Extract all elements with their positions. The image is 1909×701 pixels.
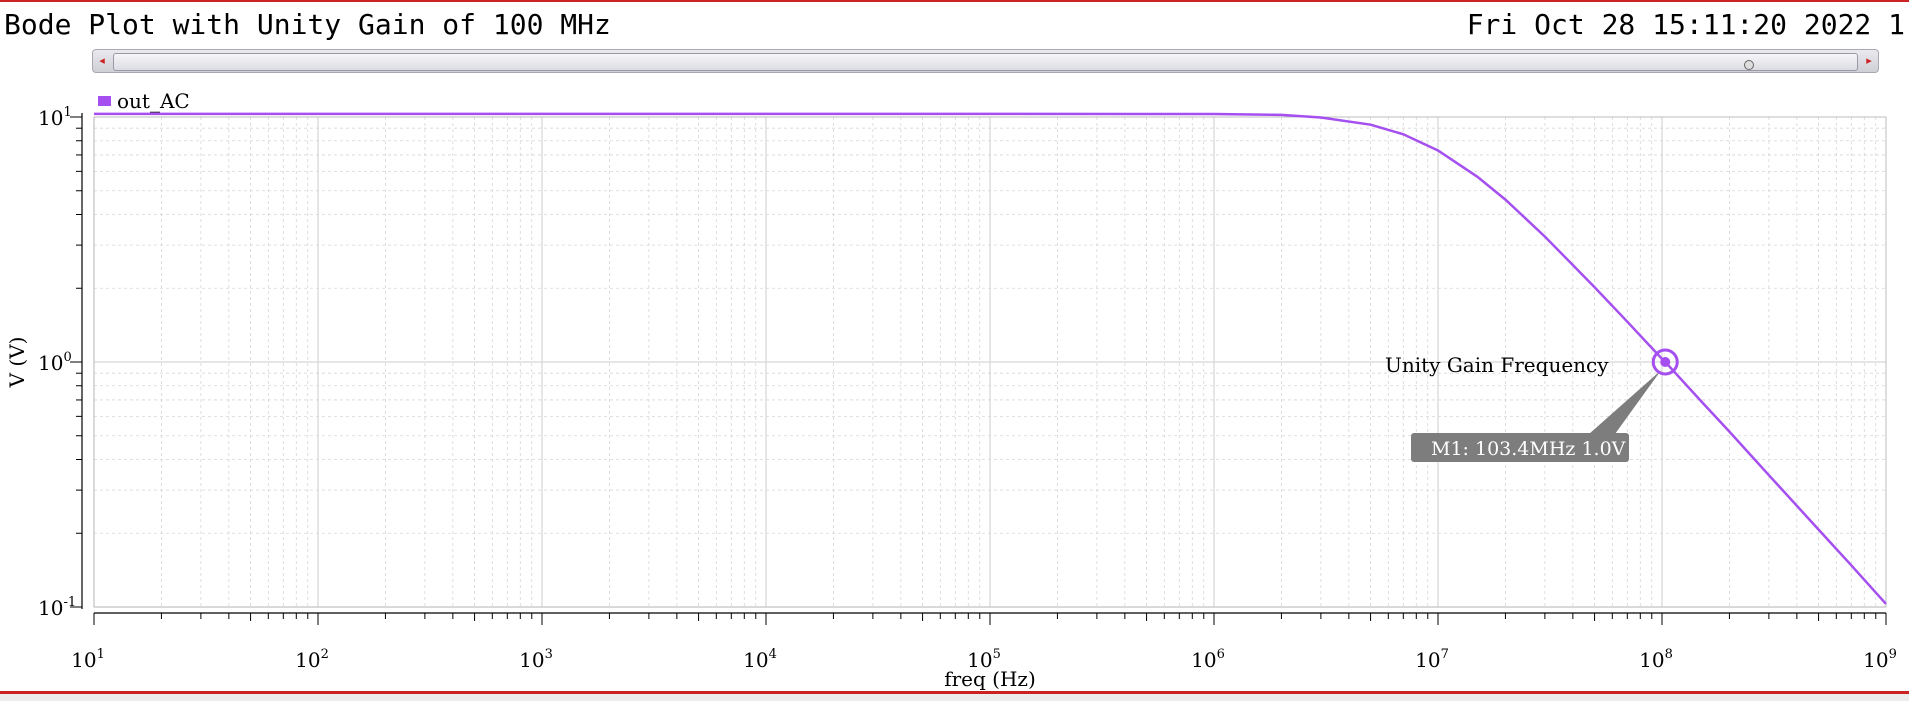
plot-date: Fri Oct 28 15:11:20 2022 1 [1466, 8, 1905, 41]
marker-callout-box[interactable] [1411, 433, 1629, 462]
plot-frame [93, 116, 1887, 608]
y-tick-label: 101 [38, 105, 72, 130]
x-tick-label: 102 [295, 647, 329, 672]
y-tick-exponent: 1 [63, 105, 71, 120]
x-tick-label: 107 [1415, 647, 1449, 672]
x-tick-exponent: 1 [97, 647, 105, 662]
legend[interactable]: out_AC [98, 89, 190, 113]
x-tick-label: 104 [743, 647, 777, 672]
y-tick-label: 100 [38, 350, 72, 375]
scroll-left-arrow-icon[interactable]: ◂ [99, 54, 105, 67]
x-tick-label: 106 [1191, 647, 1225, 672]
scrollbar-thumb[interactable] [113, 53, 1858, 71]
series-out-ac-line[interactable] [94, 112, 1887, 605]
marker-point[interactable] [1660, 357, 1671, 367]
x-tick-exponent: 5 [993, 647, 1001, 662]
y-axis-label: V (V) [5, 337, 29, 389]
marker-m1[interactable]: M1: 103.4MHz 1.0V [1411, 348, 1679, 462]
marker-callout-text: M1: 103.4MHz 1.0V [1431, 438, 1626, 460]
marker-callout-pointer [1589, 370, 1662, 434]
x-tick-label: 108 [1639, 647, 1673, 672]
bottom-strip [0, 694, 1909, 701]
y-tick-exponent: 0 [63, 350, 71, 365]
scroll-right-arrow-icon[interactable]: ▸ [1866, 54, 1872, 67]
x-tick-label: 109 [1863, 647, 1897, 672]
y-tick-label: 10-1 [38, 595, 76, 620]
x-tick-exponent: 3 [545, 647, 553, 662]
plot-title: Bode Plot with Unity Gain of 100 MHz [4, 8, 611, 41]
legend-label[interactable]: out_AC [117, 89, 190, 113]
legend-swatch [98, 96, 111, 106]
x-tick-exponent: 4 [769, 647, 777, 662]
x-tick-exponent: 2 [321, 647, 329, 662]
annotation-unity-gain-frequency: Unity Gain Frequency [1385, 353, 1609, 377]
axes [70, 113, 1887, 625]
x-tick-label: 103 [519, 647, 553, 672]
bottom-frame-line [0, 691, 1909, 694]
scrollbar-grip-icon[interactable] [1744, 60, 1754, 70]
x-axis-label: freq (Hz) [944, 667, 1036, 690]
y-tick-exponent: -1 [63, 595, 76, 610]
x-tick-exponent: 9 [1889, 647, 1897, 662]
x-scrollbar[interactable]: ◂ ▸ [92, 49, 1879, 73]
x-tick-exponent: 6 [1217, 647, 1225, 662]
x-tick-exponent: 7 [1441, 647, 1449, 662]
x-tick-label: 101 [71, 647, 105, 672]
x-tick-exponent: 8 [1665, 647, 1673, 662]
grid [93, 117, 1886, 608]
top-frame-line [0, 0, 1909, 2]
marker-ring-icon[interactable] [1651, 348, 1679, 376]
